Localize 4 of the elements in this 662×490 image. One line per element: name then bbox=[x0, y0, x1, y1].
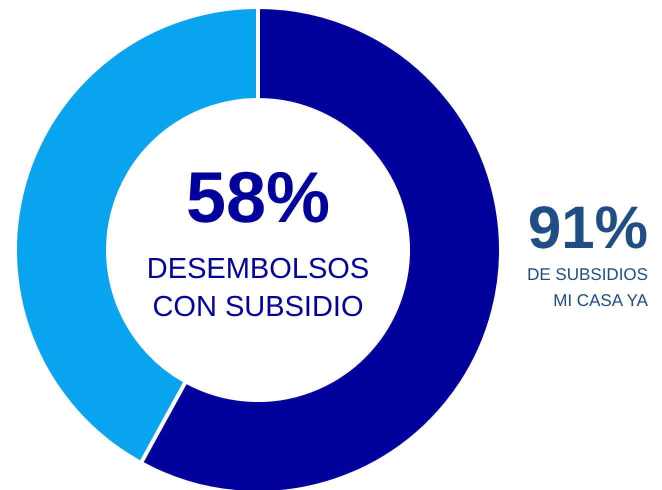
text: 91% bbox=[528, 194, 648, 261]
text: DE SUBSIDIOS MI CASA YA bbox=[527, 265, 649, 310]
data-label: 58% bbox=[186, 158, 330, 238]
slice-label: DESEMBOLSOS CON SUBSIDIO bbox=[146, 253, 370, 323]
